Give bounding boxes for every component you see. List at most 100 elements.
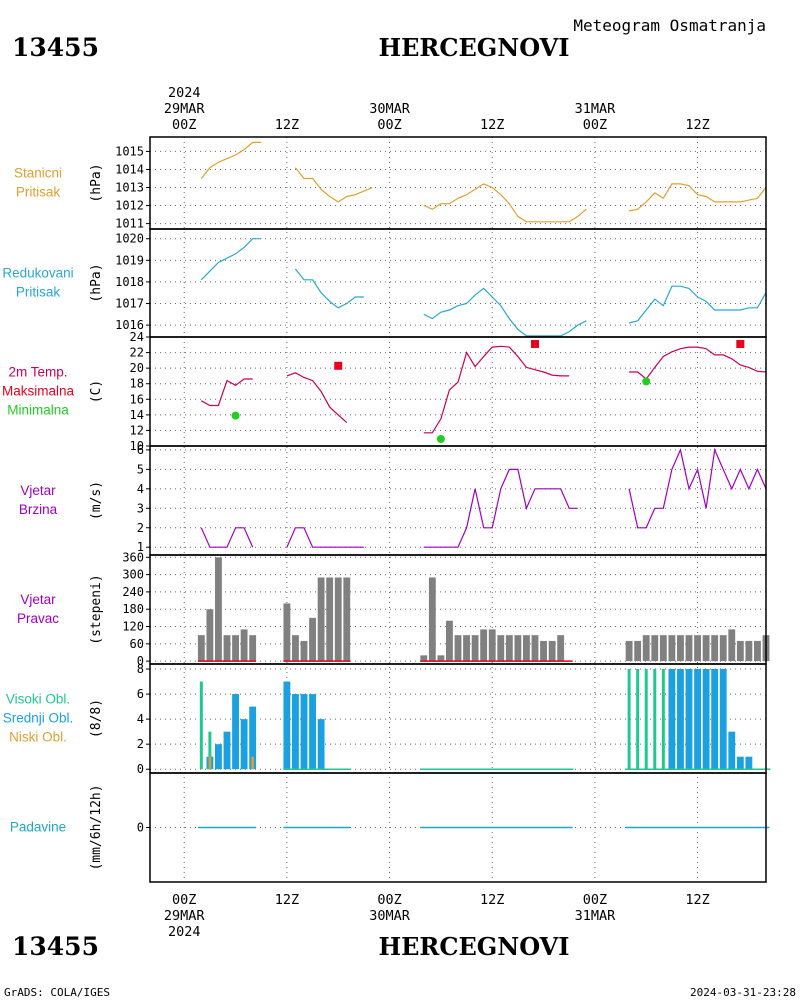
wind-direction-bar [223,635,231,662]
cloud-cover-bar [653,669,657,770]
wind-direction-bar [540,640,547,662]
wind-direction-bar [677,635,684,662]
cloud-cover-tick-label: 0 [137,762,144,776]
precipitation-unit: (mm/6h/12h) [89,784,104,870]
cloud-cover-bar [199,681,203,770]
station-pressure-tick-label: 1014 [115,162,144,176]
sea-level-pressure-tick-label: 1019 [115,253,144,267]
cloud-cover-bar [677,669,684,770]
temperature-label: Minimalna [7,403,69,418]
wind-direction-bar [317,577,325,662]
cloud-cover-bar [711,669,719,770]
wind-direction-label: Vjetar [20,592,56,607]
temperature-tick-label: 18 [130,377,144,391]
sea-level-pressure-line [423,287,587,337]
wind-direction-tick-label: 180 [122,602,144,616]
station-id-top: 13455 [12,33,99,62]
wind-speed-frame [149,445,767,556]
wind-direction-bar [642,635,650,662]
cloud-cover-bar [694,669,701,770]
wind-direction-bar [694,635,701,662]
station-pressure-tick-label: 1012 [115,199,144,213]
station-pressure-line [423,183,587,223]
wind-direction-bar [232,635,239,662]
plot-timestamp: 2024-03-31-23:28 [690,986,796,999]
bottom-time-label: 29MAR [164,908,206,924]
wind-direction-bar [292,635,299,662]
cloud-cover-bar [208,731,212,770]
sea-level-pressure-frame [149,228,767,338]
cloud-cover-bar [215,744,222,770]
wind-direction-tick-label: 300 [122,568,144,582]
wind-speed-tick-label: 2 [137,521,144,535]
sea-level-pressure-label: Redukovani [2,266,73,281]
sea-level-pressure-line [200,238,262,281]
temperature-max-marker [531,340,539,349]
wind-direction-bar [197,635,205,662]
wind-direction-bar [523,635,530,662]
bottom-time-label: 2024 [168,924,201,940]
station-pressure-line [200,141,262,179]
temperature-tick-label: 12 [130,423,144,437]
wind-direction-bar [651,635,659,662]
wind-direction-bar [685,635,693,662]
cloud-cover-bar [728,731,736,770]
sea-level-pressure-unit: (hPa) [89,263,104,302]
wind-direction-bar [514,635,522,662]
wind-direction-bar [471,635,479,662]
precipitation-label: Padavine [10,820,66,835]
temperature-max-marker [736,340,745,349]
wind-direction-bar [711,635,719,662]
cloud-cover-bar [745,756,753,770]
sea-level-pressure-tick-label: 1018 [115,275,144,289]
wind-direction-bar [454,635,462,662]
wind-speed-tick-label: 6 [137,443,144,457]
station-pressure-tick-label: 1015 [115,144,144,158]
wind-direction-bar [309,617,316,662]
wind-direction-tick-label: 240 [122,585,144,599]
bottom-time-label: 30MAR [369,908,411,924]
sea-level-pressure-line [628,285,767,324]
wind-speed-unit: (m/s) [89,481,104,520]
cloud-cover-tick-label: 6 [137,687,144,701]
sea-level-pressure-tick-label: 1017 [115,297,144,311]
cloud-cover-bar [668,669,676,770]
temperature-line [286,372,348,424]
top-time-label: 00Z [377,117,401,133]
temperature-unit: (C) [89,380,104,403]
cloud-cover-bar [223,731,231,770]
bottom-time-label: 12Z [480,892,504,908]
cloud-cover-bar [300,694,308,770]
cloud-cover-bar [309,694,316,770]
wind-direction-bar [505,635,513,662]
wind-direction-bar [437,655,445,662]
wind-direction-tick-label: 120 [122,620,144,634]
wind-speed-tick-label: 1 [137,540,144,554]
wind-direction-bar [625,640,633,662]
top-time-label: 12Z [685,117,709,133]
temperature-tick-label: 16 [130,392,144,406]
wind-direction-bar [326,577,334,662]
meteogram-subtitle: Meteogram Osmatranja [573,16,766,35]
cloud-cover-label: Srednji Obl. [3,711,74,726]
top-time-label: 00Z [583,117,607,133]
wind-direction-bar [736,640,744,662]
cloud-cover-bar [719,669,727,770]
wind-speed-tick-label: 3 [137,501,144,515]
wind-direction-bar [240,629,248,662]
temperature-line [201,378,253,407]
panel-frames [146,136,767,883]
bottom-time-label: 31MAR [575,908,617,924]
sea-level-pressure-label: Pritisak [16,285,61,300]
wind-direction-bar [754,640,761,662]
cloud-cover-bar [251,756,254,770]
wind-direction-bar [446,620,453,662]
sea-level-pressure-tick-label: 1020 [115,232,144,246]
wind-speed-label: Vjetar [20,483,56,498]
temperature-label: Maksimalna [2,384,75,399]
wind-direction-bar [300,640,308,662]
wind-direction-label: Pravac [17,611,59,626]
temperature-tick-label: 22 [130,346,144,360]
wind-direction-bar [659,635,667,662]
